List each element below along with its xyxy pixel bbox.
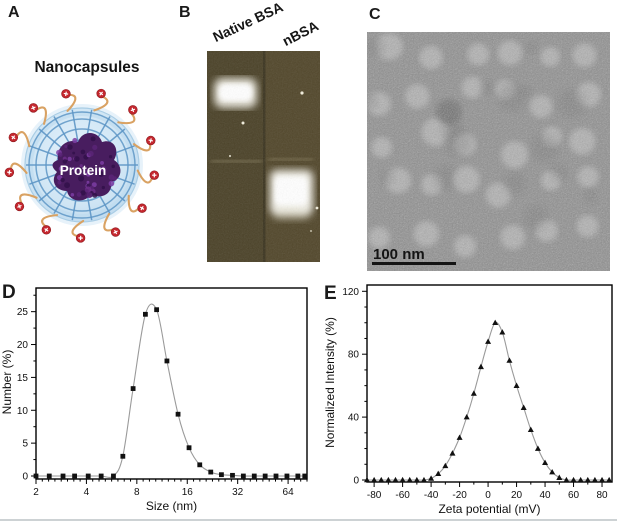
svg-text:2: 2 <box>33 487 39 498</box>
x-axis-label: Size (nm) <box>146 499 197 513</box>
svg-text:-20: -20 <box>452 490 467 501</box>
svg-text:10: 10 <box>17 406 29 417</box>
size-distribution-chart: 2 4 8 16 32 64 0 5 10 15 20 25 Size (nm) Number (%) <box>0 281 315 519</box>
lane-label-nbsa: nBSA <box>280 17 321 49</box>
panel-b-letter: B <box>179 4 191 22</box>
svg-text:80: 80 <box>348 350 360 361</box>
svg-text:0: 0 <box>485 490 491 501</box>
svg-text:20: 20 <box>17 340 29 351</box>
svg-text:0: 0 <box>22 472 28 483</box>
lane-label-native-bsa: Native BSA <box>210 0 285 45</box>
axis-ticks <box>31 295 307 484</box>
svg-text:16: 16 <box>182 487 194 498</box>
svg-text:15: 15 <box>17 373 29 384</box>
axis-tick-labels: 2 4 8 16 32 64 0 5 10 15 20 25 <box>17 307 294 498</box>
plot-frame <box>367 285 612 482</box>
svg-text:40: 40 <box>539 490 551 501</box>
svg-text:120: 120 <box>342 287 359 298</box>
data-markers <box>34 307 308 478</box>
svg-text:4: 4 <box>84 487 90 498</box>
zeta-potential-chart: -80 -60 -40 -20 0 20 40 60 80 0 40 80 120 Zeta potent… <box>320 281 617 519</box>
tem-grain <box>367 32 610 271</box>
axis-ticks <box>362 291 602 487</box>
data-markers <box>364 320 612 483</box>
svg-text:-80: -80 <box>367 490 382 501</box>
nanocapsule-title: Nanocapsules <box>8 59 166 77</box>
svg-text:64: 64 <box>283 487 295 498</box>
nanocapsule-illustration: Protein <box>4 84 164 246</box>
x-axis-label: Zeta potential (mV) <box>438 502 540 516</box>
svg-text:8: 8 <box>134 487 140 498</box>
svg-text:20: 20 <box>511 490 523 501</box>
svg-text:80: 80 <box>596 490 608 501</box>
tem-image: 100 nm <box>367 32 610 271</box>
svg-text:60: 60 <box>568 490 580 501</box>
svg-text:0: 0 <box>353 476 359 487</box>
gel-grain <box>207 51 320 262</box>
svg-text:32: 32 <box>232 487 244 498</box>
y-axis-label: Normalized Intensity (%) <box>323 317 337 448</box>
fit-curve <box>36 304 305 477</box>
y-axis-label: Number (%) <box>0 350 14 415</box>
svg-text:40: 40 <box>348 413 360 424</box>
svg-text:5: 5 <box>22 439 28 450</box>
fit-curve <box>367 322 609 480</box>
protein-text: Protein <box>60 163 107 178</box>
scalebar-label: 100 nm <box>373 246 425 263</box>
panel-a-letter: A <box>8 4 20 22</box>
svg-text:25: 25 <box>17 307 29 318</box>
svg-text:-60: -60 <box>395 490 410 501</box>
svg-text:-40: -40 <box>424 490 439 501</box>
panel-c-letter: C <box>369 6 381 24</box>
gel-image <box>207 51 320 262</box>
